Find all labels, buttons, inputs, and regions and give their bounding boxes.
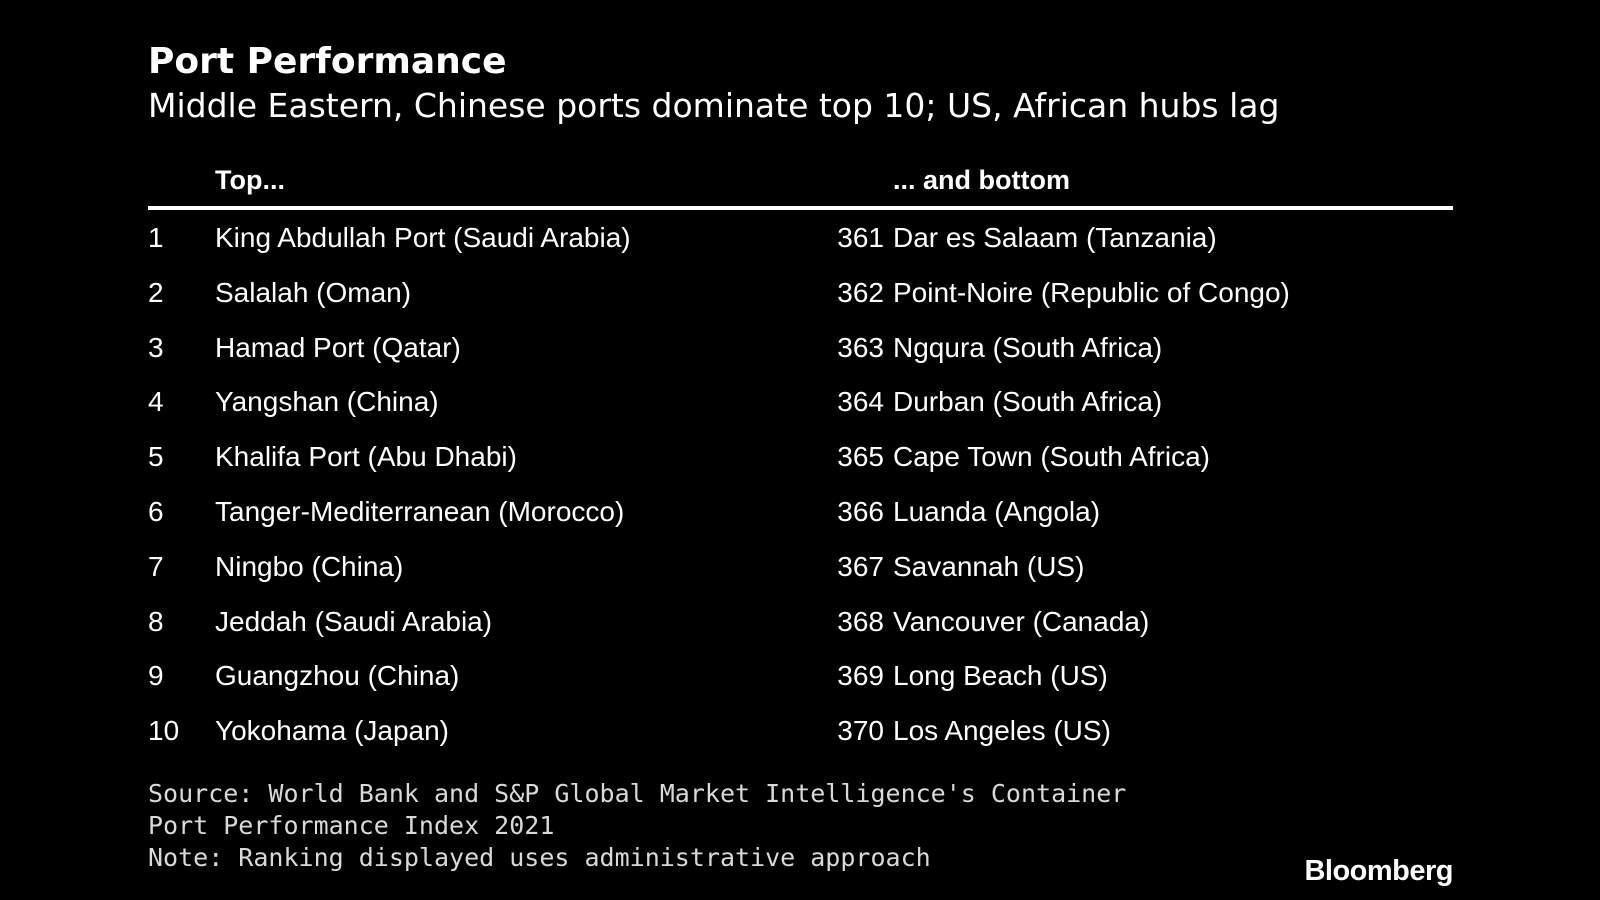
top-rank: 7 xyxy=(148,550,164,582)
bottom-rank: 370 xyxy=(837,715,884,747)
table-row: 7 Ningbo (China) 367 Savannah (US) xyxy=(148,545,1453,600)
top-port-name: Yokohama (Japan) xyxy=(215,715,450,747)
bottom-port-name: Durban (South Africa) xyxy=(893,386,1163,418)
bottom-rank: 369 xyxy=(837,660,884,692)
bottom-port-name: Savannah (US) xyxy=(893,550,1085,582)
top-rank: 8 xyxy=(148,605,164,637)
bottom-rank: 367 xyxy=(837,550,884,582)
bottom-port-name: Luanda (Angola) xyxy=(893,495,1101,527)
bottom-rank: 365 xyxy=(837,441,884,473)
bottom-port-name: Cape Town (South Africa) xyxy=(893,441,1210,473)
chart-frame: Port Performance Middle Eastern, Chinese… xyxy=(148,40,1453,887)
table-row: 8 Jeddah (Saudi Arabia) 368 Vancouver (Cana… xyxy=(148,600,1453,655)
table-row: 5 Khalifa Port (Abu Dhabi) 365 Cape Town (S… xyxy=(148,435,1453,490)
ranking-table: Top... ... and bottom 1 King Abdullah Por… xyxy=(148,158,1453,764)
top-rank: 9 xyxy=(148,660,164,692)
chart-subtitle: Middle Eastern, Chinese ports dominate t… xyxy=(148,86,1280,125)
top-rank: 4 xyxy=(148,386,164,418)
table-header: Top... ... and bottom xyxy=(148,158,1453,206)
header-divider xyxy=(148,206,1453,210)
table-body: 1 King Abdullah Port (Saudi Arabia) 361 Dar… xyxy=(148,216,1453,764)
bottom-rank: 363 xyxy=(837,331,884,363)
bottom-port-name: Dar es Salaam (Tanzania) xyxy=(893,222,1217,253)
top-rank: 10 xyxy=(148,715,180,747)
top-rank: 6 xyxy=(148,495,164,527)
top-port-name: Tanger-Mediterranean (Morocco) xyxy=(215,495,625,527)
table-row: 6 Tanger-Mediterranean (Morocco) 366 Luanda… xyxy=(148,490,1453,545)
source-note: Source: World Bank and S&P Global Market… xyxy=(148,779,1127,840)
top-port-name: Salalah (Oman) xyxy=(215,276,412,308)
chart-footer: Source: World Bank and S&P Global Market… xyxy=(148,778,1148,874)
bottom-port-name: Ngqura (South Africa) xyxy=(893,331,1163,363)
bottom-rank: 361 xyxy=(837,222,884,253)
bottom-rank: 364 xyxy=(837,386,884,418)
table-row: 10 Yokohama (Japan) 370 Los Angeles (US) xyxy=(148,709,1453,764)
bottom-rank: 368 xyxy=(837,605,884,637)
top-port-name: Yangshan (China) xyxy=(215,386,439,418)
bottom-port-name: Vancouver (Canada) xyxy=(893,605,1150,637)
bottom-port-name: Los Angeles (US) xyxy=(893,715,1111,747)
bottom-port-name: Point-Noire (Republic of Congo) xyxy=(893,276,1290,308)
bloomberg-logo: Bloomberg xyxy=(1304,855,1453,887)
column-header-top: Top... xyxy=(215,165,285,195)
bottom-port-name: Long Beach (US) xyxy=(893,660,1108,692)
top-rank: 5 xyxy=(148,441,164,473)
table-row: 3 Hamad Port (Qatar) 363 Ngqura (South Afri… xyxy=(148,326,1453,381)
top-port-name: King Abdullah Port (Saudi Arabia) xyxy=(215,222,631,253)
top-rank: 1 xyxy=(148,222,164,253)
table-row: 4 Yangshan (China) 364 Durban (South Africa… xyxy=(148,380,1453,435)
bottom-rank: 362 xyxy=(837,276,884,308)
top-port-name: Ningbo (China) xyxy=(215,550,404,582)
top-rank: 3 xyxy=(148,331,164,363)
table-row: 1 King Abdullah Port (Saudi Arabia) 361 Dar… xyxy=(148,216,1453,271)
top-port-name: Hamad Port (Qatar) xyxy=(215,331,461,363)
top-port-name: Jeddah (Saudi Arabia) xyxy=(215,605,493,637)
ranking-note: Note: Ranking displayed uses administrat… xyxy=(148,843,931,872)
table-row: 9 Guangzhou (China) 369 Long Beach (US) xyxy=(148,654,1453,709)
column-header-bottom: ... and bottom xyxy=(893,165,1070,195)
top-port-name: Khalifa Port (Abu Dhabi) xyxy=(215,441,517,473)
table-row: 2 Salalah (Oman) 362 Point-Noire (Republic … xyxy=(148,271,1453,326)
bottom-rank: 366 xyxy=(837,495,884,527)
top-port-name: Guangzhou (China) xyxy=(215,660,460,692)
chart-title: Port Performance xyxy=(148,41,507,82)
top-rank: 2 xyxy=(148,276,164,308)
